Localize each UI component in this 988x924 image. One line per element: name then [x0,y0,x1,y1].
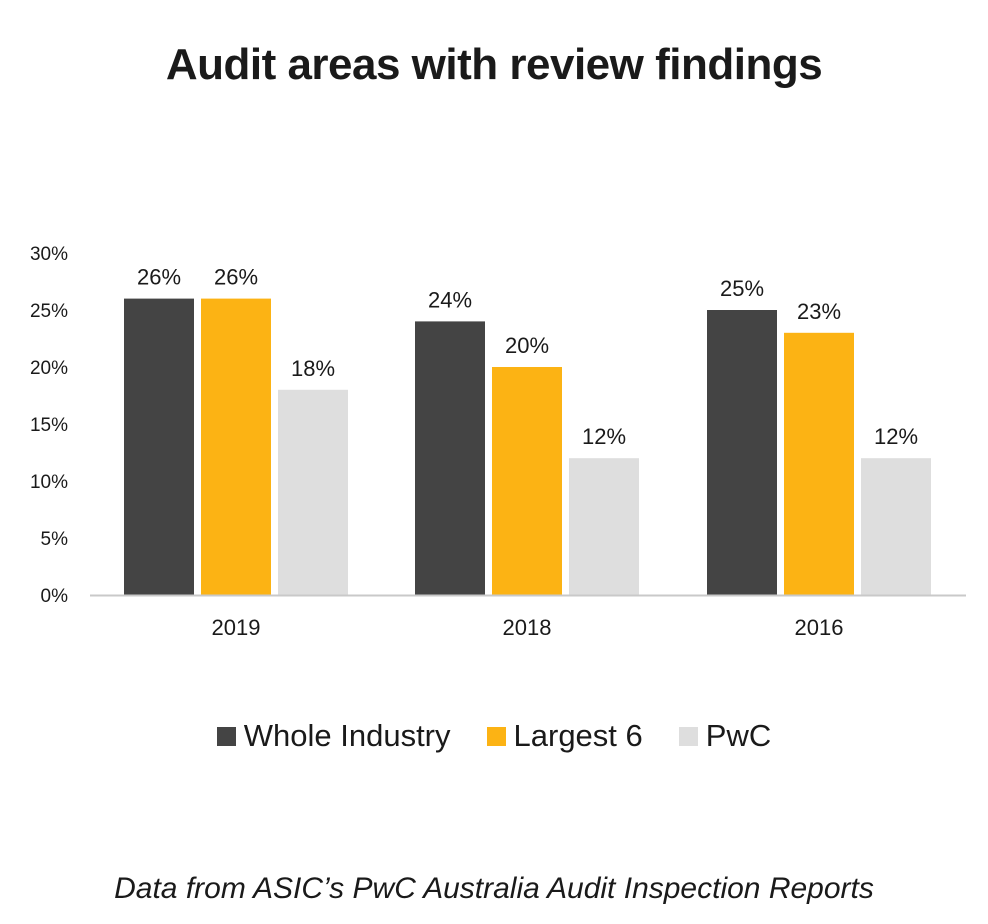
legend-swatch-largest-6 [486,726,506,746]
x-tick-label: 2019 [212,615,261,640]
data-label: 12% [874,424,918,449]
bar-pwc-2018 [569,458,639,595]
bar-pwc-2019 [278,389,348,595]
legend-item-pwc: PwC [678,718,772,754]
legend-swatch-whole-industry [216,726,236,746]
data-label: 12% [582,424,626,449]
legend-label-whole-industry: Whole Industry [243,718,451,753]
legend-swatch-pwc [678,726,698,746]
data-label: 26% [137,265,181,290]
bar-whole-industry-2016 [707,310,777,595]
y-tick-label: 20% [30,358,68,379]
data-label: 20% [505,333,549,358]
y-tick-label: 25% [30,301,68,322]
legend-label-largest-6: Largest 6 [513,718,643,753]
bar-whole-industry-2018 [415,321,485,595]
data-label: 18% [291,356,335,381]
data-label: 26% [214,265,258,290]
data-label: 24% [428,287,472,312]
chart-legend: Whole Industry Largest 6 PwC [0,718,988,754]
y-tick-label: 10% [30,472,68,493]
x-tick-label: 2018 [503,615,552,640]
y-tick-label: 15% [30,415,68,436]
legend-item-largest-6: Largest 6 [486,718,643,754]
legend-item-whole-industry: Whole Industry [216,718,451,754]
bar-pwc-2016 [861,458,931,595]
x-tick-label: 2016 [795,615,844,640]
data-label: 23% [797,299,841,324]
y-tick-label: 0% [41,586,69,607]
chart-caption: Data from ASIC’s PwC Australia Audit Ins… [114,872,874,905]
bar-largest-6-2019 [201,298,271,595]
data-label: 25% [720,276,764,301]
legend-label-pwc: PwC [705,718,772,753]
bar-largest-6-2018 [492,367,562,595]
chart-title: Audit areas with review findings [165,40,823,89]
y-tick-label: 30% [30,244,68,265]
bar-largest-6-2016 [784,332,854,595]
y-tick-label: 5% [41,529,69,550]
bar-whole-industry-2019 [124,298,194,595]
